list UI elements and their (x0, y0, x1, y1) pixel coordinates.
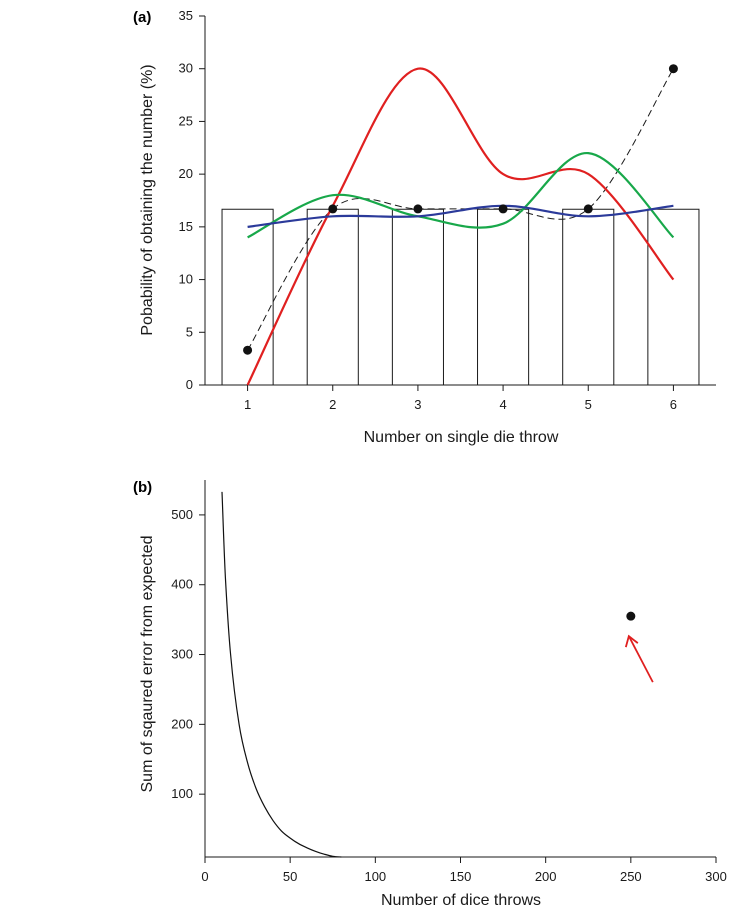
y-tick-label: 500 (171, 507, 193, 522)
series-line (246, 67, 675, 386)
bar (477, 208, 530, 386)
series-line (247, 151, 675, 239)
data-point (243, 345, 253, 355)
x-tick-label: 0 (201, 869, 208, 884)
data-point (626, 611, 636, 621)
bar (647, 208, 700, 386)
panel-a-x-label: Number on single die throw (364, 429, 559, 446)
dashed-trend-line (247, 68, 674, 351)
y-tick-label: 20 (179, 166, 193, 181)
x-tick-label: 50 (283, 869, 297, 884)
x-tick-label: 2 (329, 397, 336, 412)
panel-a: (a) Number on single die throw Pobabilit… (133, 8, 716, 446)
x-tick-label: 300 (705, 869, 727, 884)
series-line (247, 204, 674, 228)
x-tick-label: 3 (414, 397, 421, 412)
x-tick-label: 250 (620, 869, 642, 884)
panel-b-label: (b) (133, 479, 152, 496)
y-tick-label: 35 (179, 8, 193, 23)
y-tick-label: 0 (186, 377, 193, 392)
arrow-shaft (628, 635, 654, 683)
data-point (328, 204, 338, 214)
bar (562, 208, 615, 386)
y-tick-label: 400 (171, 577, 193, 592)
arrow-head (624, 634, 639, 648)
y-tick-label: 200 (171, 716, 193, 731)
x-tick-label: 1 (244, 397, 251, 412)
x-tick-label: 4 (499, 397, 506, 412)
y-tick-label: 300 (171, 647, 193, 662)
x-tick-label: 6 (670, 397, 677, 412)
y-tick-label: 15 (179, 219, 193, 234)
panel-b-x-label: Number of dice throws (381, 892, 541, 909)
data-point (413, 204, 423, 214)
y-tick-label: 25 (179, 113, 193, 128)
x-tick-label: 200 (535, 869, 557, 884)
panel-a-label: (a) (133, 9, 151, 26)
x-tick-label: 100 (364, 869, 386, 884)
panel-a-y-label: Pobability of obtaining the number (%) (139, 64, 156, 335)
data-point (498, 204, 508, 214)
bar (391, 208, 444, 386)
data-point (583, 204, 593, 214)
data-point (668, 64, 678, 74)
x-tick-label: 150 (450, 869, 472, 884)
bar (306, 208, 359, 386)
y-tick-label: 100 (171, 786, 193, 801)
y-tick-label: 10 (179, 272, 193, 287)
panel-b: (b) Number of dice throws Sum of sqaured… (133, 479, 727, 909)
bar (221, 208, 274, 386)
y-tick-label: 30 (179, 61, 193, 76)
y-tick-label: 5 (186, 324, 193, 339)
error-curve (221, 491, 342, 858)
x-tick-label: 5 (585, 397, 592, 412)
panel-b-y-label: Sum of sqaured error from expected (139, 535, 156, 792)
